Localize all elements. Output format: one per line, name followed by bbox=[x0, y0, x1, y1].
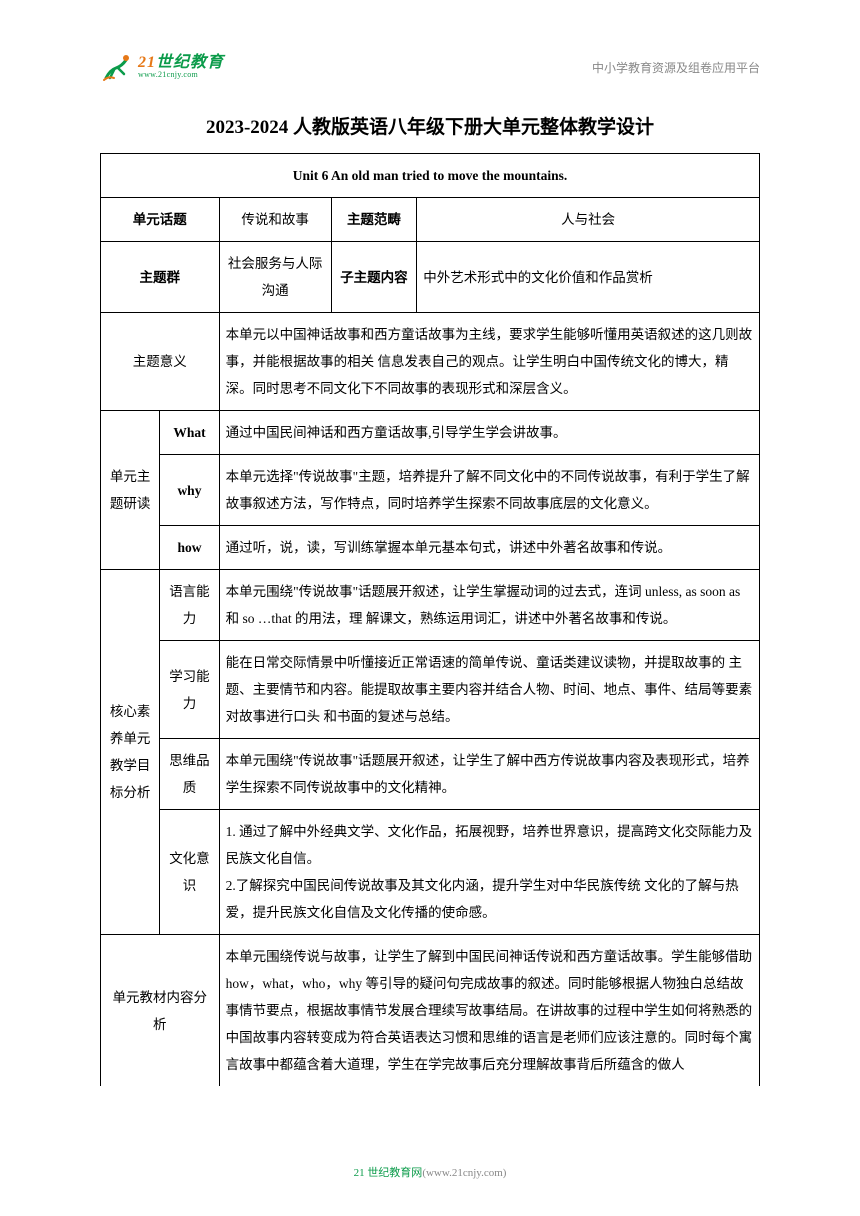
logo-main-text: 21世纪教育 bbox=[138, 55, 224, 71]
unit-title-row: Unit 6 An old man tried to move the moun… bbox=[101, 154, 760, 198]
core-label: 核心素养单元教学目标分析 bbox=[101, 570, 160, 935]
row-material: 单元教材内容分析 本单元围绕传说与故事，让学生了解到中国民间神话传说和西方童话故… bbox=[101, 935, 760, 1087]
meaning-content: 本单元以中国神话故事和西方童话故事为主线，要求学生能够听懂用英语叙述的这几则故事… bbox=[219, 313, 759, 411]
topic-label: 单元话题 bbox=[101, 198, 220, 242]
footer-prefix: 21 世纪教育网 bbox=[354, 1167, 423, 1179]
culture-content: 1. 通过了解中外经典文学、文化作品，拓展视野，培养世界意识，提高跨文化交际能力… bbox=[219, 810, 759, 935]
why-content: 本单元选择"传说故事"主题，培养提升了解不同文化中的不同传说故事，有利于学生了解… bbox=[219, 455, 759, 526]
row-meaning: 主题意义 本单元以中国神话故事和西方童话故事为主线，要求学生能够听懂用英语叙述的… bbox=[101, 313, 760, 411]
lang-label: 语言能力 bbox=[160, 570, 219, 641]
how-content: 通过听，说，读，写训练掌握本单元基本句式，讲述中外著名故事和传说。 bbox=[219, 526, 759, 570]
logo-rest: 世纪教育 bbox=[156, 54, 224, 71]
research-label: 单元主题研读 bbox=[101, 411, 160, 570]
logo-url: www.21cnjy.com bbox=[138, 71, 224, 79]
meaning-label: 主题意义 bbox=[101, 313, 220, 411]
scope-value: 人与社会 bbox=[417, 198, 760, 242]
row-what: 单元主题研读 What 通过中国民间神话和西方童话故事,引导学生学会讲故事。 bbox=[101, 411, 760, 455]
material-content: 本单元围绕传说与故事，让学生了解到中国民间神话传说和西方童话故事。学生能够借助 … bbox=[219, 935, 759, 1087]
scope-label: 主题范畴 bbox=[331, 198, 417, 242]
what-label: What bbox=[160, 411, 219, 455]
learn-label: 学习能力 bbox=[160, 641, 219, 739]
page-footer: 21 世纪教育网(www.21cnjy.com) bbox=[0, 1164, 860, 1180]
footer-url: (www.21cnjy.com) bbox=[422, 1167, 506, 1179]
think-label: 思维品质 bbox=[160, 739, 219, 810]
row-how: how 通过听，说，读，写训练掌握本单元基本句式，讲述中外著名故事和传说。 bbox=[101, 526, 760, 570]
culture-label: 文化意识 bbox=[160, 810, 219, 935]
how-label: how bbox=[160, 526, 219, 570]
group-value: 社会服务与人际沟通 bbox=[219, 242, 331, 313]
header-platform-text: 中小学教育资源及组卷应用平台 bbox=[592, 59, 760, 76]
think-content: 本单元围绕"传说故事"话题展开叙述，让学生了解中西方传说故事内容及表现形式，培养… bbox=[219, 739, 759, 810]
logo: 21世纪教育 www.21cnjy.com bbox=[100, 50, 224, 84]
why-label: why bbox=[160, 455, 219, 526]
row-learn: 学习能力 能在日常交际情景中听懂接近正常语速的简单传说、童话类建议读物，并提取故… bbox=[101, 641, 760, 739]
group-label: 主题群 bbox=[101, 242, 220, 313]
row-lang: 核心素养单元教学目标分析 语言能力 本单元围绕"传说故事"话题展开叙述，让学生掌… bbox=[101, 570, 760, 641]
lang-content: 本单元围绕"传说故事"话题展开叙述，让学生掌握动词的过去式，连词 unless,… bbox=[219, 570, 759, 641]
row-think: 思维品质 本单元围绕"传说故事"话题展开叙述，让学生了解中西方传说故事内容及表现… bbox=[101, 739, 760, 810]
unit-title: Unit 6 An old man tried to move the moun… bbox=[101, 154, 760, 198]
learn-content: 能在日常交际情景中听懂接近正常语速的简单传说、童话类建议读物，并提取故事的 主题… bbox=[219, 641, 759, 739]
row-culture: 文化意识 1. 通过了解中外经典文学、文化作品，拓展视野，培养世界意识，提高跨文… bbox=[101, 810, 760, 935]
row-why: why 本单元选择"传说故事"主题，培养提升了解不同文化中的不同传说故事，有利于… bbox=[101, 455, 760, 526]
page-container: 21世纪教育 www.21cnjy.com 中小学教育资源及组卷应用平台 202… bbox=[0, 0, 860, 1126]
row-topic: 单元话题 传说和故事 主题范畴 人与社会 bbox=[101, 198, 760, 242]
what-content: 通过中国民间神话和西方童话故事,引导学生学会讲故事。 bbox=[219, 411, 759, 455]
curriculum-table: Unit 6 An old man tried to move the moun… bbox=[100, 153, 760, 1086]
subtopic-label: 子主题内容 bbox=[331, 242, 417, 313]
subtopic-value: 中外艺术形式中的文化价值和作品赏析 bbox=[417, 242, 760, 313]
material-label: 单元教材内容分析 bbox=[101, 935, 220, 1087]
topic-value: 传说和故事 bbox=[219, 198, 331, 242]
row-group: 主题群 社会服务与人际沟通 子主题内容 中外艺术形式中的文化价值和作品赏析 bbox=[101, 242, 760, 313]
document-title: 2023-2024 人教版英语八年级下册大单元整体教学设计 bbox=[100, 112, 760, 139]
runner-icon bbox=[100, 50, 134, 84]
logo-text: 21世纪教育 www.21cnjy.com bbox=[138, 55, 224, 79]
page-header: 21世纪教育 www.21cnjy.com 中小学教育资源及组卷应用平台 bbox=[100, 50, 760, 84]
logo-21: 21 bbox=[138, 54, 156, 71]
